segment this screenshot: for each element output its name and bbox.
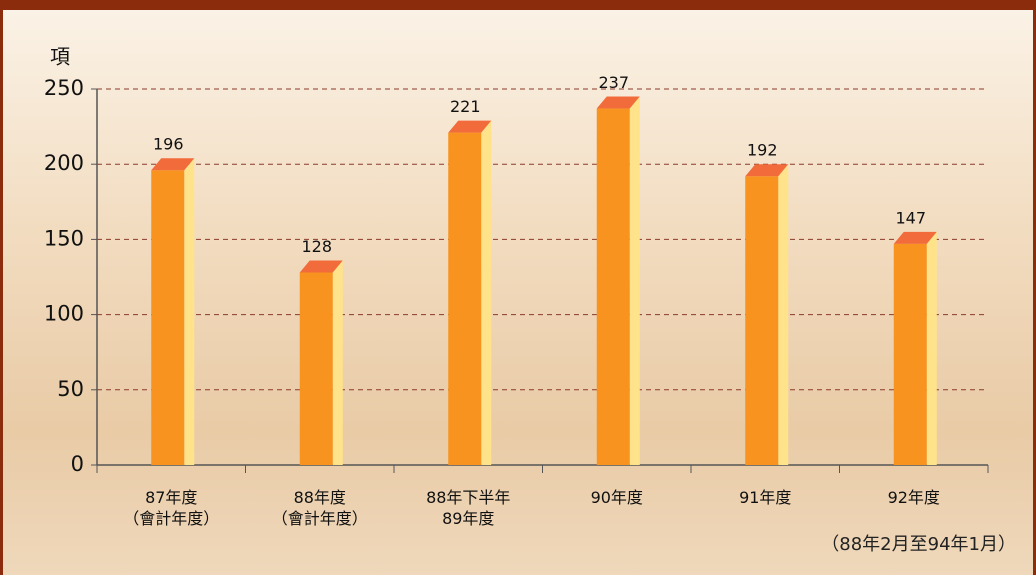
- bar-side: [481, 120, 492, 465]
- bar: [448, 132, 482, 465]
- bar-side: [926, 231, 937, 465]
- value-label: 221: [450, 97, 481, 116]
- bar-side: [332, 260, 343, 465]
- right-border: [1033, 0, 1036, 575]
- bar-top: [151, 158, 195, 171]
- x-tick-label: 88年度 （會計年度）: [271, 488, 368, 528]
- value-label: 128: [301, 237, 332, 256]
- y-tick-label: 0: [71, 452, 84, 476]
- value-label: 196: [153, 135, 184, 154]
- bar-side: [629, 96, 640, 465]
- x-tick-label: 88年下半年 89年度: [426, 488, 511, 528]
- x-tick-label: 90年度: [590, 488, 643, 507]
- x-tick-label: 91年度: [739, 488, 792, 507]
- bar: [596, 108, 630, 465]
- y-tick-label: 200: [44, 151, 84, 175]
- bar-top: [745, 164, 789, 177]
- left-border: [0, 0, 3, 575]
- y-axis-label: 項: [50, 45, 70, 69]
- bar: [299, 272, 333, 465]
- bar-top: [448, 120, 492, 133]
- bar: [745, 176, 779, 465]
- bar-top: [596, 96, 640, 109]
- y-tick-label: 250: [44, 76, 84, 100]
- bar: [893, 243, 927, 465]
- bar-top: [299, 260, 343, 273]
- x-tick-label: 92年度: [887, 488, 940, 507]
- bar-side: [778, 164, 789, 465]
- y-tick-label: 100: [44, 302, 84, 326]
- value-label: 237: [598, 73, 629, 92]
- footnote: （88年2月至94年1月）: [821, 534, 1016, 555]
- bar-top: [893, 231, 937, 244]
- value-label: 192: [747, 141, 778, 160]
- y-tick-label: 50: [57, 377, 84, 401]
- bar-side: [184, 158, 195, 465]
- y-tick-label: 150: [44, 226, 84, 250]
- value-label: 147: [895, 208, 926, 227]
- top-bar: [0, 0, 1036, 10]
- x-tick-label: 87年度 （會計年度）: [123, 488, 220, 528]
- bar: [151, 170, 185, 465]
